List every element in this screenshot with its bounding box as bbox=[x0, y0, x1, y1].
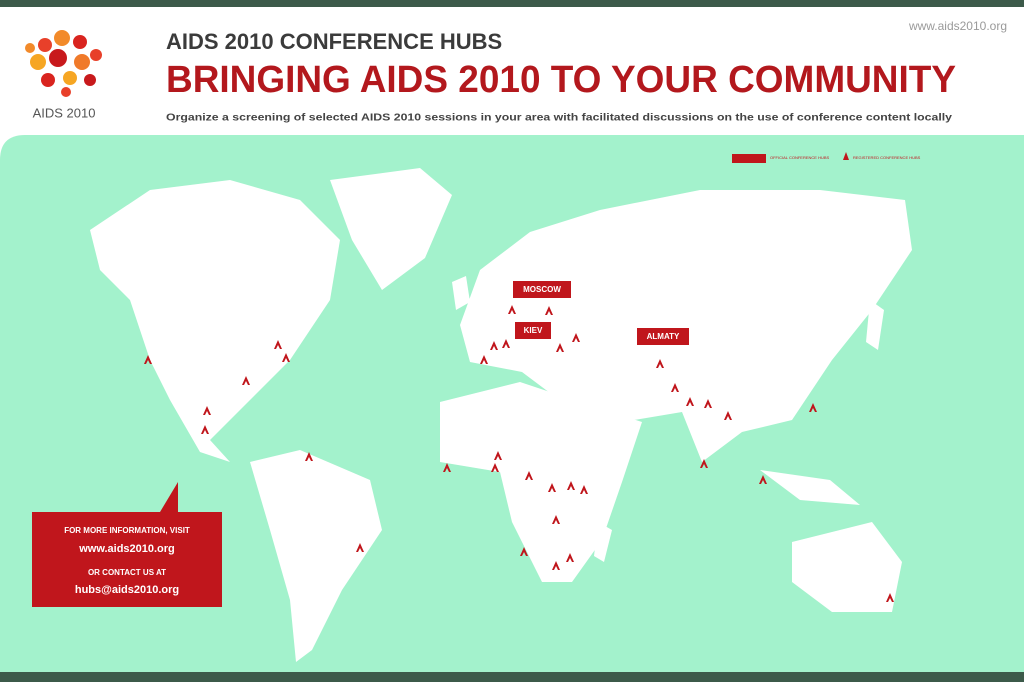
ribbon-marker bbox=[282, 353, 290, 362]
ribbon-marker bbox=[567, 481, 575, 490]
ribbon-marker bbox=[502, 339, 510, 348]
indonesia bbox=[760, 470, 860, 505]
africa bbox=[440, 382, 642, 582]
info-box bbox=[32, 482, 222, 607]
ribbon-marker bbox=[480, 355, 488, 364]
info-email[interactable]: hubs@aids2010.org bbox=[75, 584, 179, 596]
ribbon-marker bbox=[686, 397, 694, 406]
ribbon-marker bbox=[490, 341, 498, 350]
top-bar bbox=[0, 0, 1024, 7]
continents bbox=[90, 168, 912, 662]
ribbon-marker bbox=[494, 451, 502, 460]
ribbon-marker bbox=[305, 452, 313, 461]
ribbon-marker bbox=[580, 485, 588, 494]
ribbon-marker bbox=[552, 515, 560, 524]
hub-name: KIEV bbox=[524, 326, 543, 335]
hub-name: MOSCOW bbox=[523, 285, 561, 294]
hub-label: ALMATY bbox=[637, 328, 689, 345]
info-url[interactable]: www.aids2010.org bbox=[78, 543, 175, 555]
ribbon-marker bbox=[724, 411, 732, 420]
ribbon-marker bbox=[203, 406, 211, 415]
ribbon-marker bbox=[443, 463, 451, 472]
info-text: FOR MORE INFORMATION, VISIT bbox=[64, 526, 190, 535]
australia bbox=[792, 522, 902, 612]
ribbon-marker bbox=[566, 553, 574, 562]
ribbon-marker bbox=[491, 463, 499, 472]
north-america bbox=[90, 180, 340, 462]
ribbon-marker bbox=[274, 340, 282, 349]
ribbon-marker bbox=[556, 343, 564, 352]
logo bbox=[25, 30, 102, 97]
ribbon-marker bbox=[144, 355, 152, 364]
ribbon-marker bbox=[759, 475, 767, 484]
ribbon-marker bbox=[886, 593, 894, 602]
legend-swatch bbox=[732, 154, 766, 163]
ribbon-marker bbox=[548, 483, 556, 492]
ribbon-marker bbox=[508, 305, 516, 314]
ribbon-marker bbox=[525, 471, 533, 480]
ribbon-marker bbox=[704, 399, 712, 408]
ribbon-marker bbox=[356, 543, 364, 552]
hub-label: KIEV bbox=[515, 322, 551, 339]
ribbon-marker bbox=[671, 383, 679, 392]
japan bbox=[866, 300, 884, 350]
legend-item: REGISTERED CONFERENCE HUBS bbox=[853, 155, 921, 160]
legend-ribbon bbox=[843, 152, 849, 160]
ribbon-marker bbox=[545, 306, 553, 315]
greenland bbox=[330, 168, 452, 290]
kicker: AIDS 2010 CONFERENCE HUBS bbox=[166, 29, 502, 54]
eurasia bbox=[460, 190, 912, 462]
madagascar bbox=[594, 522, 612, 562]
uk bbox=[452, 276, 470, 310]
ribbon-marker bbox=[520, 547, 528, 556]
title: BRINGING AIDS 2010 TO YOUR COMMUNITY bbox=[166, 59, 956, 101]
ribbon-marker bbox=[552, 561, 560, 570]
ribbon-marker bbox=[572, 333, 580, 342]
ribbon-marker bbox=[656, 359, 664, 368]
bottom-bar bbox=[0, 672, 1024, 682]
south-america bbox=[250, 450, 382, 662]
logo-text: AIDS 2010 bbox=[33, 105, 96, 120]
ribbon-marker bbox=[700, 459, 708, 468]
ribbon-marker bbox=[809, 403, 817, 412]
header-url: www.aids2010.org bbox=[908, 19, 1007, 33]
hub-label: MOSCOW bbox=[513, 281, 571, 298]
ribbon-marker bbox=[201, 425, 209, 434]
hub-name: ALMATY bbox=[647, 332, 680, 341]
legend-item: OFFICIAL CONFERENCE HUBS bbox=[770, 155, 830, 160]
ribbon-marker bbox=[242, 376, 250, 385]
info-text: OR CONTACT US AT bbox=[88, 568, 166, 577]
subtitle: Organize a screening of selected AIDS 20… bbox=[166, 113, 953, 124]
hub-markers bbox=[144, 305, 894, 602]
